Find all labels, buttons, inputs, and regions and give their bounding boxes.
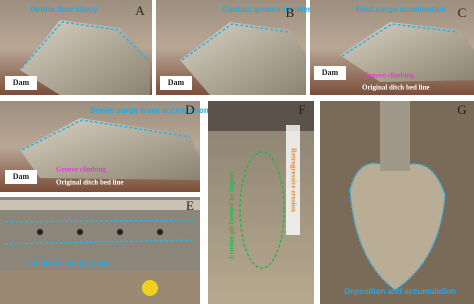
dam-label: Dam: [13, 78, 30, 87]
dam-label: Dam: [13, 172, 30, 181]
panel-label: F: [298, 102, 305, 117]
panel-g: G Deposition and accumulation: [320, 101, 474, 304]
panel-label: B: [286, 5, 295, 20]
panel-label: G: [457, 102, 466, 117]
panel-label: D: [185, 102, 194, 117]
dam-label: Dam: [322, 68, 339, 77]
caption: Debris flow slurry: [30, 5, 98, 14]
caption: Deposition and accumulation: [344, 287, 456, 296]
caption: Undercut and groove: [30, 259, 111, 268]
panel-b: Contact groove deceleration B Dam: [156, 0, 330, 95]
panel-f: F Erosion pit formed by impact Retrogres…: [208, 101, 314, 304]
caption: First surge acceleration: [356, 5, 446, 14]
bed-label: Original ditch bed line: [56, 179, 123, 187]
panel-e: Undercut and groove E: [0, 197, 200, 304]
panel-label: A: [135, 3, 145, 18]
panel-a: Debris flow slurry A Dam: [0, 0, 152, 95]
dam-label: Dam: [168, 78, 185, 87]
bed-label: Original ditch bed line: [362, 84, 429, 92]
panel-c: First surge acceleration C Dam Groove cl…: [310, 0, 474, 95]
note: Retrogressive erosion: [289, 148, 297, 212]
caption: Erosion pit formed by impact: [228, 170, 236, 259]
panel-label: C: [458, 5, 467, 20]
climb-label: Groove climbing: [364, 72, 414, 80]
climb-label: Groove climbing: [56, 166, 106, 174]
caption: Contact groove deceleration: [222, 5, 330, 14]
caption: Series surge wave acceleration: [90, 106, 209, 115]
panel-label: E: [186, 198, 194, 213]
panel-d: Series surge wave acceleration D Dam Gro…: [0, 101, 209, 192]
